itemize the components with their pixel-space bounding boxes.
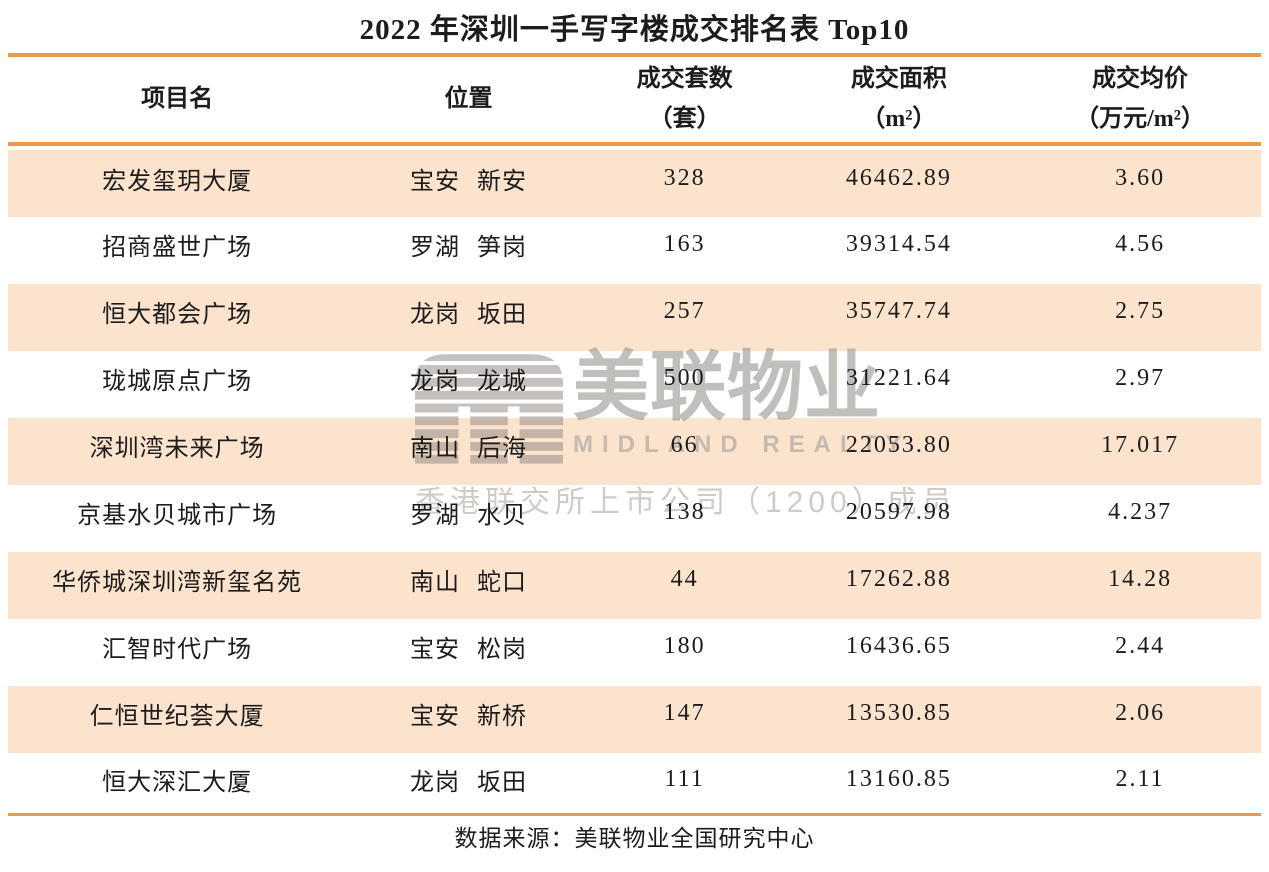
cell-area: 13160.85 [845,766,952,793]
table-row: 珑城原点广场 龙岗 龙城 500 31221.64 2.97 [8,345,1261,412]
cell-project: 珑城原点广场 [102,369,253,395]
cell-units: 500 [663,365,706,391]
table-row: 仁恒世纪荟大厦 宝安 新桥 147 13530.85 2.06 [8,680,1261,747]
cell-area: 31221.64 [845,365,952,391]
cell-location: 罗湖 水贝 [409,503,527,529]
cell-price: 2.97 [1115,365,1166,391]
cell-area: 39314.54 [845,231,952,257]
table-row: 汇智时代广场 宝安 松岗 180 16436.65 2.44 [8,613,1261,680]
cell-price: 2.44 [1115,633,1166,659]
table-row: 宏发玺玥大厦 宝安 新安 328 46462.89 3.60 [8,144,1261,211]
cell-price: 2.11 [1115,766,1165,793]
cell-area: 17262.88 [845,566,952,592]
cell-area: 13530.85 [845,700,952,726]
table-row: 京基水贝城市广场 罗湖 水贝 138 20597.98 4.237 [8,479,1261,546]
cell-location: 罗湖 笋岗 [409,235,527,261]
cell-price: 3.60 [1115,165,1166,191]
cell-project: 宏发玺玥大厦 [102,169,253,195]
cell-location: 南山 后海 [409,436,527,462]
row-stripe-background [8,150,1261,820]
cell-price: 17.017 [1101,432,1180,458]
cell-project: 深圳湾未来广场 [89,436,265,462]
cell-location: 南山 蛇口 [409,570,527,596]
data-source-note: 数据来源：美联物业全国研究中心 [454,825,815,851]
cell-project: 恒大都会广场 [102,302,253,328]
cell-location: 龙岗 龙城 [409,369,527,395]
col-header-location: 位置 [444,85,493,112]
cell-project: 仁恒世纪荟大厦 [89,704,265,730]
cell-area: 20597.98 [845,499,952,525]
col-header-project: 项目名 [141,85,214,112]
cell-units: 66 [670,432,699,458]
cell-units: 138 [663,499,706,525]
cell-location: 宝安 新桥 [409,704,527,730]
cell-price: 14.28 [1108,566,1173,592]
cell-area: 16436.65 [845,633,952,659]
col-header-price: 成交均价 （万元/m²） [1075,65,1205,132]
cell-project: 华侨城深圳湾新玺名苑 [52,570,303,596]
cell-units: 147 [663,700,706,726]
cell-area: 46462.89 [845,165,952,191]
cell-units: 180 [663,633,706,659]
col-header-area: 成交面积 （m²） [850,65,947,132]
cell-location: 宝安 松岗 [409,637,527,663]
cell-price: 2.75 [1115,298,1166,324]
cell-project: 恒大深汇大厦 [102,770,253,797]
cell-project: 京基水贝城市广场 [77,503,278,529]
table-row: 华侨城深圳湾新玺名苑 南山 蛇口 44 17262.88 14.28 [8,546,1261,613]
cell-units: 111 [664,766,705,793]
cell-units: 44 [670,566,699,592]
table-row: 深圳湾未来广场 南山 后海 66 22053.80 17.017 [8,412,1261,479]
cell-location: 龙岗 坂田 [409,302,527,328]
table-row: 招商盛世广场 罗湖 笋岗 163 39314.54 4.56 [8,211,1261,278]
cell-location: 宝安 新安 [409,169,527,195]
col-header-units: 成交套数 （套） [636,65,733,132]
cell-price: 2.06 [1115,700,1166,726]
ranking-table: 项目名 位置 成交套数 （套） 成交面积 （m²） 成交均价 （万元/m [8,53,1261,816]
cell-location: 龙岗 坂田 [409,770,527,797]
table-row: 恒大深汇大厦 龙岗 坂田 111 13160.85 2.11 [8,747,1261,814]
cell-price: 4.237 [1108,499,1173,525]
cell-project: 汇智时代广场 [102,637,253,663]
cell-area: 22053.80 [845,432,952,458]
cell-area: 35747.74 [845,298,952,324]
cell-units: 163 [663,231,706,257]
cell-project: 招商盛世广场 [102,235,253,261]
cell-units: 257 [663,298,706,324]
cell-price: 4.56 [1115,231,1166,257]
page-title: 2022 年深圳一手写字楼成交排名表 Top10 [359,14,910,46]
table-row: 恒大都会广场 龙岗 坂田 257 35747.74 2.75 [8,278,1261,345]
cell-units: 328 [663,165,706,191]
table-header-row: 项目名 位置 成交套数 （套） 成交面积 （m²） 成交均价 （万元/m [8,55,1261,144]
ranking-table-wrap: 美联物业 MIDLAND REALTY 香港联交所上市公司（1200）成员 项目… [8,53,1261,820]
